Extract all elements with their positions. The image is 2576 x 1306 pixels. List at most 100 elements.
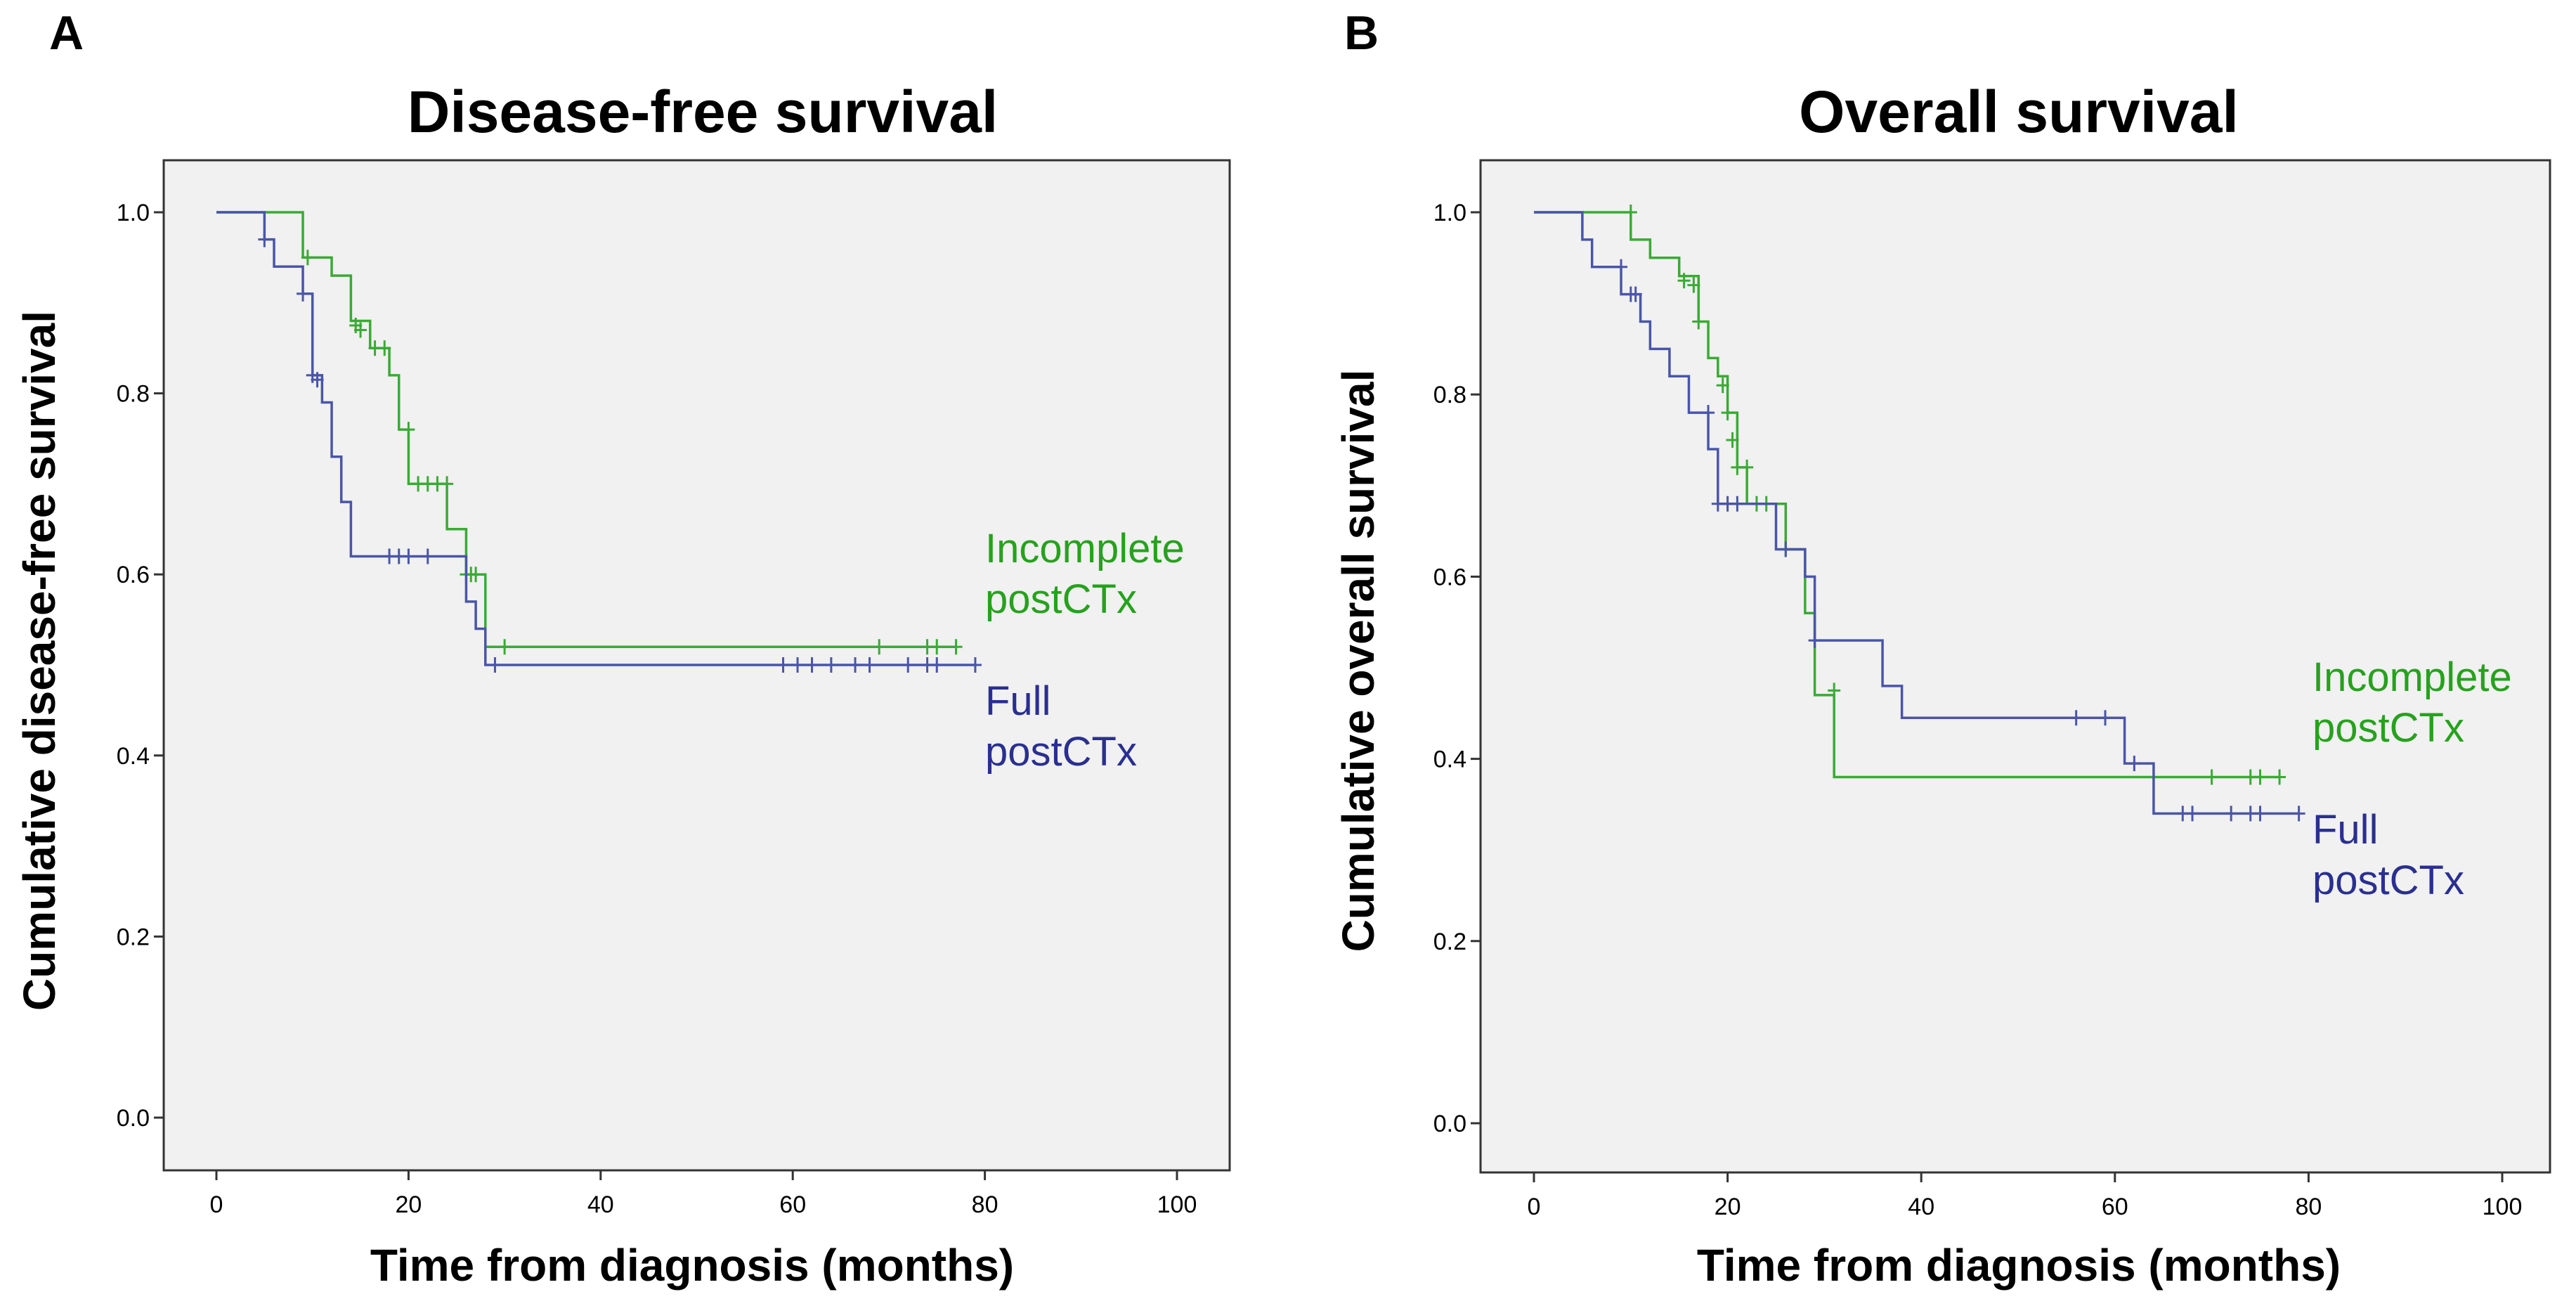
- y-tick-label: 0.2: [1433, 929, 1466, 955]
- censor-mark-incomplete: [1687, 277, 1700, 293]
- censor-mark-incomplete: [2273, 769, 2286, 785]
- censor-mark-full: [421, 548, 434, 564]
- legend-b: Incomplete postCTx Full postCTx: [2312, 654, 2512, 903]
- censor-mark-full: [2099, 710, 2112, 726]
- censor-mark-full: [2069, 710, 2083, 726]
- censor-mark-full: [902, 657, 915, 673]
- series-line-incomplete: [216, 211, 956, 648]
- censor-mark-full: [297, 285, 310, 302]
- censor-mark-incomplete: [1716, 377, 1729, 394]
- censor-mark-incomplete: [949, 639, 963, 655]
- censor-mark-incomplete: [2205, 769, 2218, 785]
- plot-area-b: [1479, 159, 2551, 1174]
- censor-mark-incomplete: [1726, 432, 1739, 448]
- censor-mark-incomplete: [354, 322, 367, 338]
- censor-mark-full: [824, 657, 838, 673]
- legend-label-incomplete: Incomplete: [2312, 654, 2512, 700]
- x-tick-label: 60: [779, 1191, 806, 1218]
- legend-label-incomplete: Incomplete: [985, 526, 1185, 571]
- censor-mark-incomplete: [1692, 313, 1705, 330]
- series-line-full: [216, 211, 975, 666]
- censor-mark-incomplete: [2253, 769, 2267, 785]
- y-axis-label-a: Cumulative disease-free survival: [14, 311, 65, 1011]
- censor-mark-full: [2253, 806, 2267, 822]
- axes-b: 0 20 40 60 80 100 0.0 0.2 0.4 0.6 0.8 1.0: [1433, 200, 2523, 1220]
- x-axis-label-a: Time from diagnosis (months): [370, 1240, 1014, 1291]
- x-tick-label: 0: [210, 1191, 223, 1218]
- legend-label-full: Full: [985, 678, 1050, 724]
- censor-mark-incomplete: [930, 639, 944, 655]
- panel-letter-b: B: [1344, 6, 1379, 60]
- x-tick-label: 100: [1157, 1191, 1197, 1218]
- x-tick-label: 60: [2102, 1194, 2128, 1220]
- x-tick-label: 80: [2295, 1194, 2322, 1220]
- chart-title-a: Disease-free survival: [408, 79, 998, 145]
- x-tick-label: 0: [1528, 1194, 1541, 1220]
- censor-mark-full: [402, 548, 415, 564]
- y-tick-label: 1.0: [117, 200, 150, 226]
- censor-mark-incomplete: [1721, 405, 1734, 421]
- censor-mark-full: [2292, 806, 2305, 822]
- censor-mark-incomplete: [378, 340, 391, 356]
- x-axis-label-b: Time from diagnosis (months): [1697, 1240, 2341, 1291]
- legend-label-incomplete: postCTx: [985, 576, 1137, 622]
- censor-mark-full: [1615, 259, 1628, 275]
- series-layer-b: [1534, 205, 2305, 822]
- censor-mark-full: [849, 657, 862, 673]
- censor-mark-incomplete: [1677, 273, 1691, 289]
- censor-mark-full: [968, 657, 982, 673]
- panel-a: A Disease-free survival 0 20 40 60 80 100 0.0 0…: [14, 6, 1231, 1291]
- y-tick-label: 1.0: [1433, 200, 1466, 226]
- censor-mark-incomplete: [1624, 205, 1637, 220]
- y-tick-label: 0.4: [1433, 746, 1466, 773]
- censor-mark-incomplete: [873, 639, 886, 655]
- series-line-incomplete: [1534, 211, 2280, 779]
- censor-mark-incomplete: [469, 567, 483, 583]
- x-tick-label: 100: [2483, 1194, 2523, 1220]
- legend-label-incomplete: postCTx: [2312, 705, 2464, 751]
- legend-label-full: postCTx: [2312, 858, 2464, 903]
- censor-mark-incomplete: [1828, 683, 1841, 699]
- x-tick-label: 80: [972, 1191, 998, 1218]
- censor-mark-incomplete: [1741, 459, 1754, 475]
- censor-mark-full: [311, 372, 324, 388]
- censor-mark-full: [2128, 756, 2141, 772]
- censor-mark-full: [776, 657, 790, 673]
- y-tick-label: 0.0: [117, 1105, 150, 1132]
- y-tick-label: 0.6: [117, 562, 150, 588]
- censor-mark-full: [1702, 405, 1715, 421]
- censor-mark-full: [805, 657, 819, 673]
- censor-mark-full: [2186, 806, 2199, 822]
- x-tick-label: 20: [1715, 1194, 1741, 1220]
- y-tick-label: 0.4: [117, 743, 150, 770]
- legend-a: Incomplete postCTx Full postCTx: [985, 526, 1185, 775]
- censor-mark-full: [258, 231, 271, 247]
- series-line-full: [1534, 211, 2299, 815]
- legend-label-full: Full: [2312, 807, 2378, 853]
- censor-mark-incomplete: [441, 476, 454, 492]
- censor-mark-incomplete: [498, 639, 512, 655]
- censor-mark-full: [1779, 541, 1793, 557]
- y-tick-label: 0.8: [117, 381, 150, 408]
- y-tick-label: 0.0: [1433, 1111, 1466, 1137]
- censor-mark-full: [488, 657, 502, 673]
- censor-mark-full: [863, 657, 876, 673]
- x-tick-label: 40: [1908, 1194, 1934, 1220]
- x-tick-label: 20: [395, 1191, 422, 1218]
- censor-mark-full: [1629, 286, 1642, 302]
- censor-mark-full: [791, 657, 805, 673]
- x-tick-label: 40: [587, 1191, 614, 1218]
- legend-label-full: postCTx: [985, 729, 1137, 775]
- panel-letter-a: A: [49, 6, 84, 60]
- censor-mark-full: [2225, 806, 2238, 822]
- chart-title-b: Overall survival: [1799, 79, 2239, 145]
- series-layer-a: [216, 211, 982, 673]
- panel-b: B Overall survival 0 20 40 60 80 100 0.0 0.2 0.4…: [1333, 6, 2551, 1291]
- axes-a: 0 20 40 60 80 100 0.0 0.2 0.4 0.6 0.8 1.0: [117, 200, 1197, 1218]
- censor-mark-full: [1731, 496, 1744, 512]
- y-tick-label: 0.6: [1433, 564, 1466, 590]
- censor-mark-full: [1808, 633, 1821, 649]
- censor-mark-full: [930, 657, 944, 673]
- y-axis-label-b: Cumulative overall survival: [1333, 370, 1384, 952]
